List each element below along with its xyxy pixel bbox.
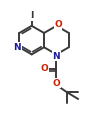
Text: I: I (30, 11, 33, 20)
Text: O: O (53, 79, 60, 88)
Text: O: O (40, 64, 48, 73)
Text: O: O (54, 20, 62, 29)
Text: N: N (53, 52, 60, 61)
Text: N: N (13, 43, 21, 52)
